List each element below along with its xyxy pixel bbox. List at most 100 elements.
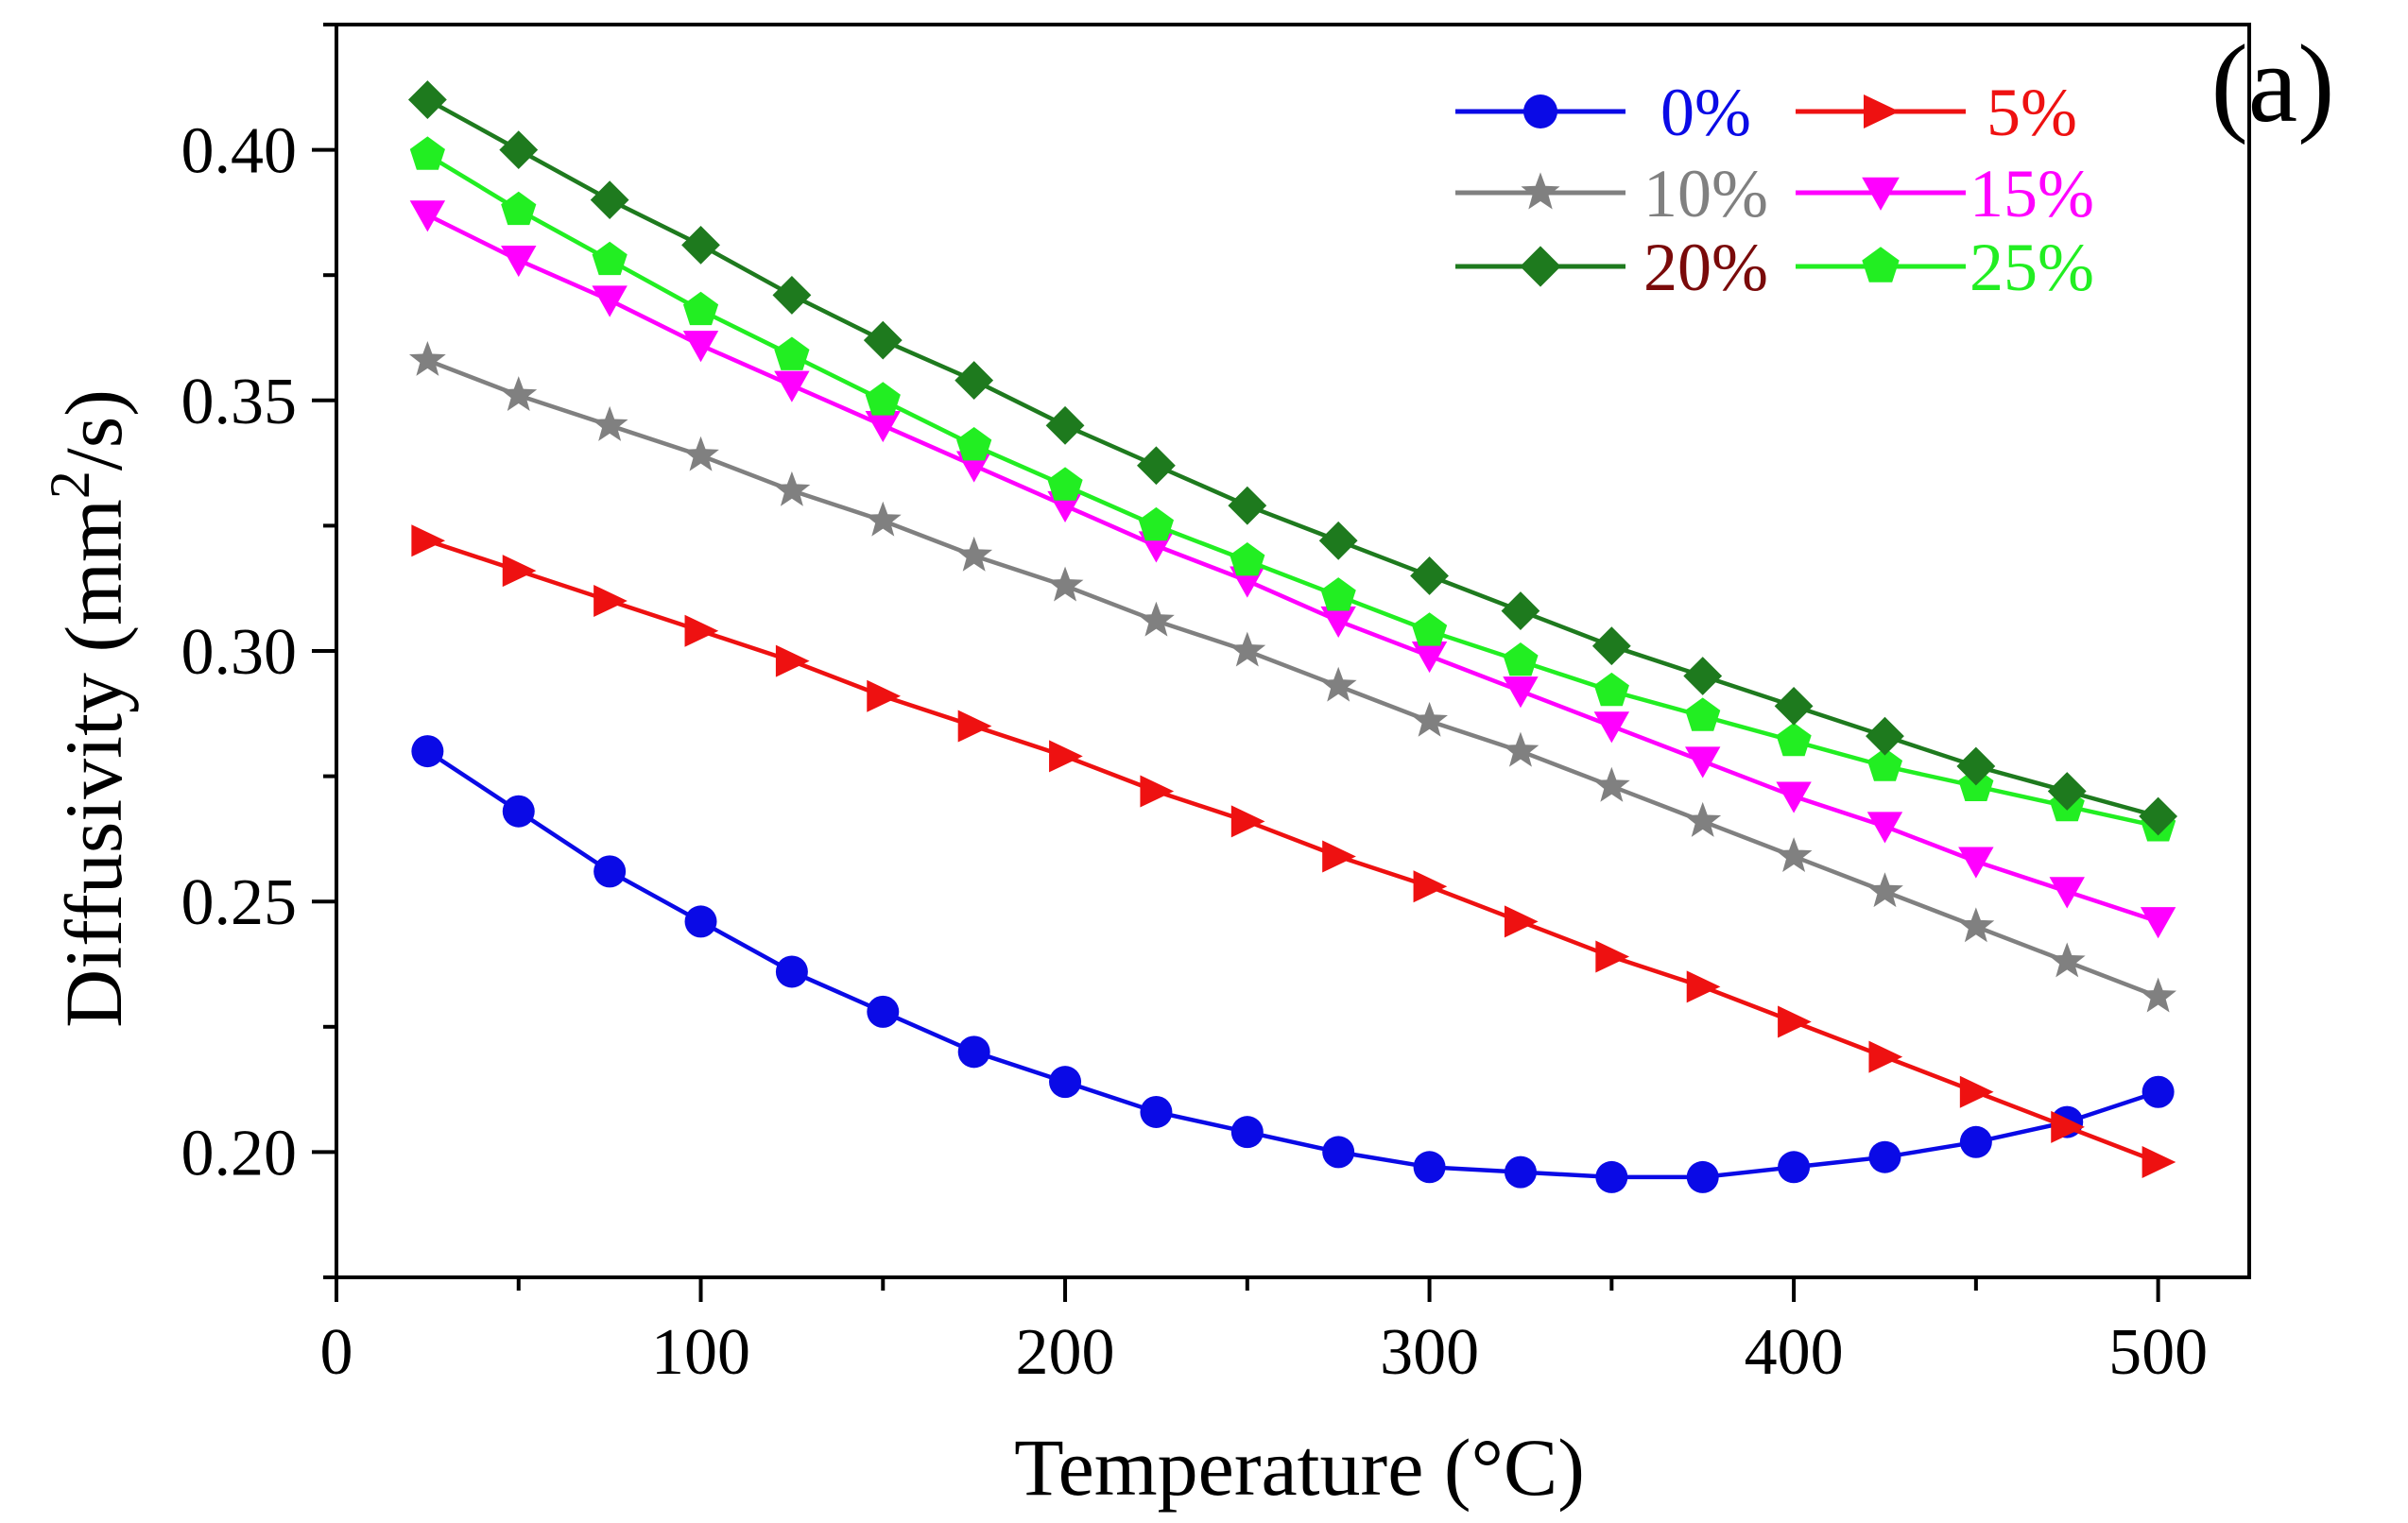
data-point [863, 320, 903, 360]
data-point [1138, 506, 1175, 541]
data-point [1778, 1151, 1811, 1184]
data-point [774, 370, 810, 402]
data-point [773, 471, 811, 506]
data-point [775, 955, 808, 988]
data-point [593, 855, 627, 888]
y-axis-title: Diffusivity (mm2/s) [39, 389, 139, 1028]
data-point [1501, 591, 1540, 630]
data-point [1778, 1005, 1812, 1038]
data-point [1228, 486, 1267, 525]
legend-label: 10% [1643, 156, 1768, 231]
data-point [1049, 740, 1083, 773]
data-point [1504, 1155, 1537, 1189]
data-point [1045, 405, 1085, 445]
data-point [1595, 940, 1630, 973]
data-point [1229, 631, 1266, 667]
data-point [1411, 701, 1448, 737]
data-point [1230, 1116, 1264, 1149]
data-point [1140, 775, 1175, 808]
data-point [1686, 970, 1721, 1003]
y-axis-title-tail: /s) [48, 389, 139, 471]
data-point [2051, 1110, 2085, 1143]
legend-marker [1521, 172, 1560, 210]
data-point [1230, 541, 1265, 576]
data-point [409, 200, 446, 232]
data-point [1958, 847, 1994, 879]
legend-label: 15% [1969, 156, 2094, 231]
axes: 0 100 200 300 400 500 0.20 0.25 0.30 0.35 0.40 [181, 23, 2251, 1389]
data-point [1411, 612, 1448, 646]
data-point [867, 995, 900, 1028]
data-point [1776, 722, 1812, 757]
y-axis-title-sup: 2 [39, 471, 101, 499]
data-point [411, 735, 444, 768]
data-point [1868, 1040, 1903, 1073]
data-point [593, 584, 628, 617]
data-point [502, 555, 537, 588]
data-point [684, 905, 717, 938]
data-point [1318, 521, 1358, 560]
legend-item-10pct: 10% [1455, 156, 1768, 231]
data-point [2049, 877, 2085, 909]
data-point [681, 225, 720, 265]
data-point [1230, 805, 1265, 838]
data-point [1320, 606, 1356, 639]
series-20pct [407, 80, 2178, 836]
legend-marker [1862, 177, 1900, 211]
data-point [1410, 556, 1449, 595]
legend-label: 20% [1643, 230, 1768, 305]
data-point [409, 136, 445, 170]
data-point [1413, 870, 1448, 903]
data-point [2141, 1075, 2175, 1108]
x-axis-title: Temperature (°C) [1014, 1422, 1585, 1513]
series-layer [407, 80, 2178, 1193]
legend-item-5pct: 5% [1796, 75, 2077, 150]
data-point [1866, 872, 1903, 908]
legend-marker [1864, 94, 1900, 128]
data-point [592, 285, 628, 317]
data-point [775, 644, 810, 677]
data-point [2139, 796, 2178, 836]
data-point [502, 795, 535, 828]
data-point [1686, 1160, 1719, 1193]
data-point [864, 501, 902, 537]
data-point [955, 361, 994, 400]
data-point [1957, 907, 1995, 943]
data-point [1683, 657, 1723, 695]
data-point [1322, 840, 1356, 873]
series-line [426, 358, 2159, 1000]
y-tick-label: 0.30 [181, 616, 298, 689]
data-point [865, 411, 901, 443]
data-point [772, 276, 812, 315]
series-15pct [409, 200, 2176, 939]
data-point [501, 191, 537, 226]
data-point [407, 80, 447, 119]
legend-marker [1520, 246, 1561, 287]
x-tick-label: 100 [651, 1316, 750, 1389]
y-axis-title-main: Diffusivity (mm [48, 499, 139, 1028]
data-point [1956, 746, 1996, 786]
data-point [1959, 1125, 1992, 1158]
data-point [865, 382, 901, 416]
data-point [1138, 601, 1175, 637]
data-point [1322, 1136, 1355, 1169]
legend-item-0pct: 0% [1455, 75, 1751, 150]
data-point [501, 245, 537, 278]
panel-label: (a) [2211, 22, 2335, 145]
data-point [1774, 686, 1814, 726]
x-tick-label: 300 [1380, 1316, 1479, 1389]
series-line [426, 152, 2159, 829]
data-point [2047, 772, 2087, 811]
data-point [957, 1035, 990, 1069]
data-point [1504, 905, 1539, 938]
data-point [867, 679, 901, 712]
data-point [682, 291, 719, 326]
data-point [774, 336, 810, 370]
data-point [1685, 746, 1721, 779]
data-point [1591, 626, 1631, 666]
y-tick-label: 0.40 [181, 115, 298, 188]
x-tick-label: 400 [1745, 1316, 1844, 1389]
data-point [1503, 642, 1539, 676]
legend-marker [1862, 247, 1900, 282]
